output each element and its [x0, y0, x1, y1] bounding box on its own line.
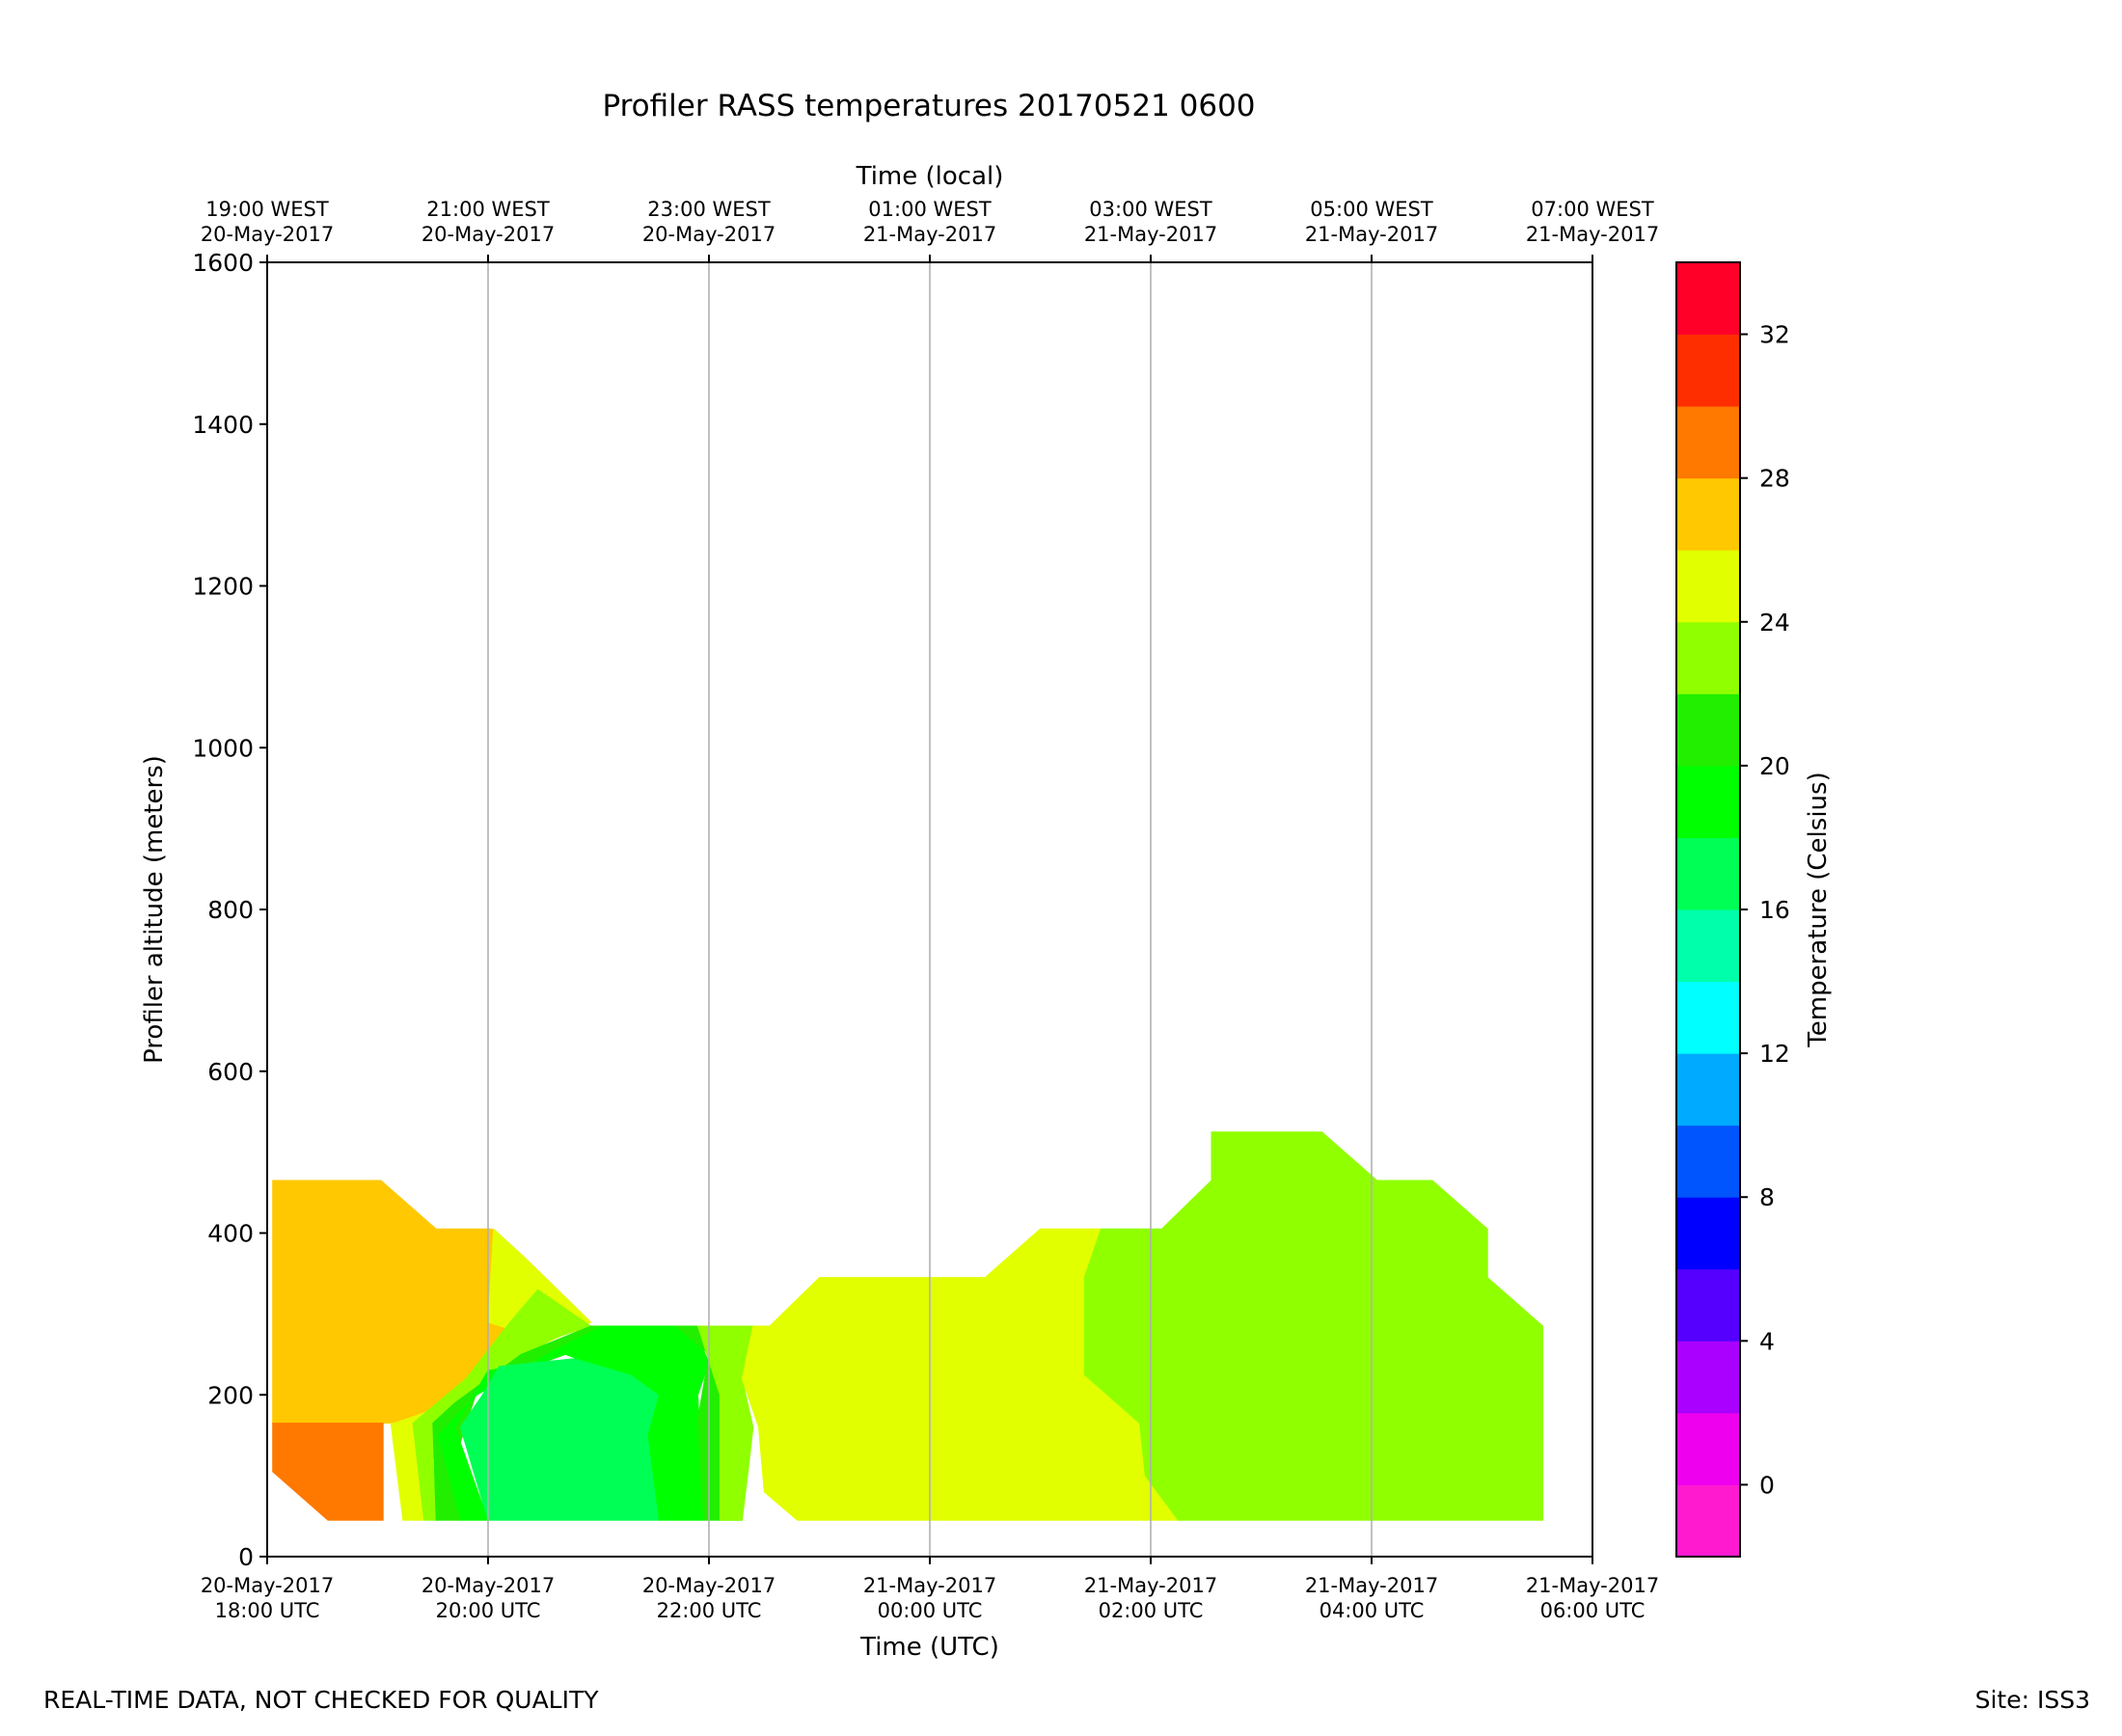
colorbar-segment: [1676, 1125, 1740, 1198]
top-tick-label-date: 20-May-2017: [201, 223, 334, 246]
colorbar-segment: [1676, 334, 1740, 407]
x-tick-label-time: 02:00 UTC: [1099, 1599, 1204, 1622]
y-tick-label: 0: [238, 1543, 254, 1571]
site-label: Site: ISS3: [1974, 1686, 2090, 1714]
colorbar-segment: [1676, 693, 1740, 767]
colorbar-tick-label: 24: [1759, 609, 1790, 637]
x-tick-label-date: 20-May-2017: [642, 1574, 775, 1597]
top-tick-label-date: 21-May-2017: [863, 223, 996, 246]
grid-lines: [487, 262, 1373, 1557]
contour-regions: [272, 1131, 1543, 1521]
colorbar-tick-label: 16: [1759, 896, 1790, 924]
x-axis-label: Time (UTC): [859, 1633, 999, 1662]
x-tick-label-date: 20-May-2017: [201, 1574, 334, 1597]
y-tick-label: 200: [207, 1381, 254, 1409]
colorbar-segment: [1676, 765, 1740, 838]
axes: 0 200 400 600 800 1000 1200 1400 1600 20-May-2017…: [192, 198, 1659, 1622]
chart-labels: Profiler RASS temperatures 20170521 0600…: [140, 89, 1256, 1662]
x-tick-label-date: 21-May-2017: [1084, 1574, 1217, 1597]
y-tick-label: 1600: [192, 249, 254, 277]
colorbar-segment: [1676, 262, 1740, 336]
x-tick-label-time: 04:00 UTC: [1319, 1599, 1425, 1622]
colorbar-segment: [1676, 406, 1740, 479]
y-tick-label: 800: [207, 896, 254, 924]
colorbar: 0 4 8 12 16 20 24 28 32 Temperature (Celsius): [1675, 261, 1833, 1558]
x-tick-label-time: 18:00 UTC: [215, 1599, 320, 1622]
top-tick-label-date: 21-May-2017: [1526, 223, 1659, 246]
x-tick-label-time: 06:00 UTC: [1540, 1599, 1646, 1622]
x-tick-label-date: 21-May-2017: [863, 1574, 996, 1597]
colorbar-segment: [1676, 981, 1740, 1054]
x-tick-label-date: 20-May-2017: [422, 1574, 555, 1597]
colorbar-tick-label: 28: [1759, 465, 1790, 493]
top-tick-label-time: 23:00 WEST: [647, 198, 771, 221]
colorbar-tick-label: 4: [1759, 1327, 1775, 1355]
colorbar-segment: [1676, 1197, 1740, 1270]
x-tick-label-time: 22:00 UTC: [657, 1599, 762, 1622]
top-tick-label-date: 20-May-2017: [422, 223, 555, 246]
colorbar-segment: [1676, 1341, 1740, 1414]
top-tick-label-date: 20-May-2017: [642, 223, 775, 246]
x-tick-label-date: 21-May-2017: [1305, 1574, 1438, 1597]
top-tick-label-time: 07:00 WEST: [1531, 198, 1654, 221]
contour-region-16-18: [459, 1357, 660, 1521]
colorbar-segment: [1676, 550, 1740, 623]
colorbar-segment: [1676, 837, 1740, 910]
colorbar-tick-label: 12: [1759, 1040, 1790, 1068]
top-tick-label-time: 03:00 WEST: [1089, 198, 1212, 221]
colorbar-tick-label: 32: [1759, 321, 1790, 349]
colorbar-segment: [1676, 477, 1740, 551]
y-tick-label: 1400: [192, 411, 254, 439]
contour-region-22-24: [1083, 1131, 1543, 1521]
contour-region-28-30: [272, 1423, 384, 1521]
x-tick-label-time: 00:00 UTC: [878, 1599, 983, 1622]
colorbar-segment: [1676, 1053, 1740, 1126]
top-x-axis-label: Time (local): [856, 162, 1004, 191]
y-tick-label: 400: [207, 1220, 254, 1248]
quality-disclaimer: REAL-TIME DATA, NOT CHECKED FOR QUALITY: [43, 1686, 599, 1714]
top-tick-label-time: 05:00 WEST: [1310, 198, 1433, 221]
top-tick-label-time: 01:00 WEST: [868, 198, 992, 221]
chart-title: Profiler RASS temperatures 20170521 0600: [602, 89, 1255, 123]
colorbar-tick-label: 8: [1759, 1183, 1775, 1211]
y-axis-label: Profiler altitude (meters): [140, 755, 169, 1064]
y-tick-label: 1200: [192, 573, 254, 601]
y-tick-label: 1000: [192, 734, 254, 762]
top-tick-label-date: 21-May-2017: [1084, 223, 1217, 246]
top-tick-label-time: 21:00 WEST: [426, 198, 550, 221]
colorbar-segment: [1676, 1484, 1740, 1558]
colorbar-segment: [1676, 1412, 1740, 1485]
colorbar-segment: [1676, 1268, 1740, 1342]
x-tick-label-time: 20:00 UTC: [436, 1599, 541, 1622]
top-tick-label-date: 21-May-2017: [1305, 223, 1438, 246]
colorbar-label: Temperature (Celsius): [1804, 772, 1833, 1047]
colorbar-segment: [1676, 621, 1740, 694]
x-tick-label-date: 21-May-2017: [1526, 1574, 1659, 1597]
colorbar-tick-label: 20: [1759, 752, 1790, 780]
top-tick-label-time: 19:00 WEST: [205, 198, 329, 221]
colorbar-tick-label: 0: [1759, 1471, 1775, 1499]
colorbar-segment: [1676, 909, 1740, 983]
y-tick-label: 600: [207, 1058, 254, 1086]
